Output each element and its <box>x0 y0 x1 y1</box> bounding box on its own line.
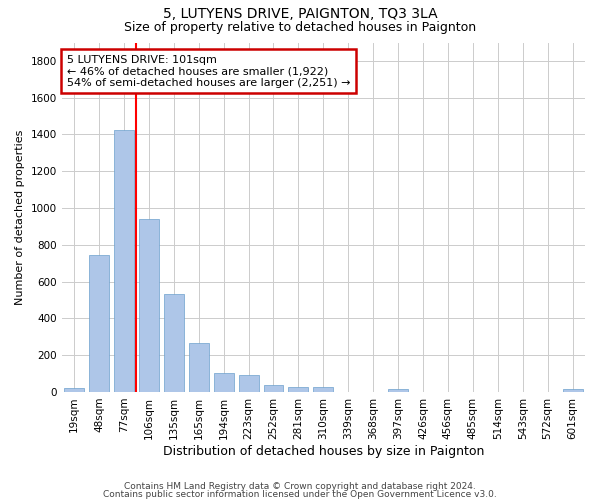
Bar <box>239 375 259 392</box>
Bar <box>289 387 308 392</box>
Bar <box>64 388 84 392</box>
Bar <box>189 343 209 392</box>
Bar <box>214 373 233 392</box>
Bar <box>388 389 408 392</box>
X-axis label: Distribution of detached houses by size in Paignton: Distribution of detached houses by size … <box>163 444 484 458</box>
Text: 5, LUTYENS DRIVE, PAIGNTON, TQ3 3LA: 5, LUTYENS DRIVE, PAIGNTON, TQ3 3LA <box>163 8 437 22</box>
Bar <box>313 387 334 392</box>
Bar <box>263 385 283 392</box>
Bar <box>164 294 184 392</box>
Bar <box>89 255 109 392</box>
Bar <box>563 389 583 392</box>
Text: 5 LUTYENS DRIVE: 101sqm
← 46% of detached houses are smaller (1,922)
54% of semi: 5 LUTYENS DRIVE: 101sqm ← 46% of detache… <box>67 54 350 88</box>
Bar <box>139 220 159 392</box>
Bar <box>114 130 134 392</box>
Text: Contains HM Land Registry data © Crown copyright and database right 2024.: Contains HM Land Registry data © Crown c… <box>124 482 476 491</box>
Text: Size of property relative to detached houses in Paignton: Size of property relative to detached ho… <box>124 21 476 34</box>
Text: Contains public sector information licensed under the Open Government Licence v3: Contains public sector information licen… <box>103 490 497 499</box>
Y-axis label: Number of detached properties: Number of detached properties <box>15 130 25 305</box>
